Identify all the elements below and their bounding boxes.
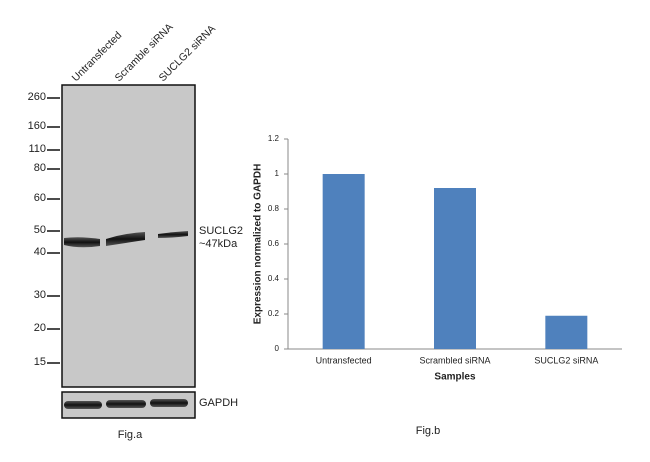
- bar: [434, 188, 476, 349]
- marker-label: 50: [34, 224, 46, 236]
- caption: Fig.b: [416, 425, 440, 437]
- band: [64, 237, 100, 248]
- band: [150, 399, 188, 407]
- y-tick-label: 0.2: [268, 309, 280, 318]
- marker-label: 20: [34, 322, 46, 334]
- band: [64, 401, 102, 409]
- caption: Fig.a: [118, 429, 143, 441]
- x-tick-label: Scrambled siRNA: [419, 355, 490, 365]
- bar: [322, 174, 365, 349]
- band-label: SUCLG2: [199, 225, 243, 237]
- band: [158, 231, 188, 238]
- marker-label: 60: [34, 192, 46, 204]
- bar: [545, 315, 588, 349]
- y-tick-label: 1: [275, 169, 280, 178]
- band-label: ~47kDa: [199, 238, 238, 250]
- x-tick-label: Untransfected: [316, 355, 372, 365]
- marker-label: 80: [34, 162, 46, 174]
- y-tick-label: 0.8: [268, 204, 280, 213]
- y-tick-label: 0.4: [268, 274, 280, 283]
- marker-label: 260: [28, 91, 46, 103]
- y-tick-label: 1.2: [268, 134, 280, 143]
- x-axis-label: Samples: [434, 372, 476, 383]
- y-tick-label: 0: [275, 344, 280, 353]
- marker-label: 110: [28, 143, 46, 155]
- y-tick-label: 0.6: [268, 239, 280, 248]
- band: [106, 400, 146, 408]
- marker-label: 30: [34, 289, 46, 301]
- x-tick-label: SUCLG2 siRNA: [534, 355, 598, 365]
- loading-label: GAPDH: [199, 397, 238, 409]
- marker-label: 40: [34, 246, 46, 258]
- marker-label: 15: [34, 356, 46, 368]
- marker-label: 160: [28, 120, 46, 132]
- band: [106, 232, 145, 246]
- y-axis-label: Expression normalized to GAPDH: [253, 164, 264, 325]
